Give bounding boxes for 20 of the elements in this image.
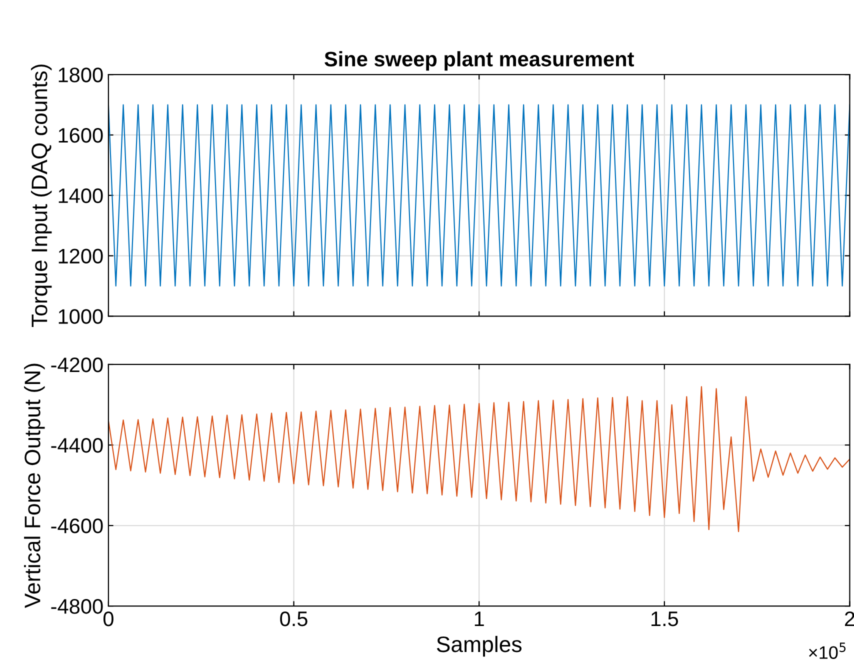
y-tick-label: 1200	[58, 248, 103, 264]
text: ×10$^{5}$	[809, 642, 846, 659]
y-tick-label: 1000	[58, 309, 103, 324]
line-series	[108, 386, 850, 532]
x-tick-label: 2	[844, 611, 854, 626]
x-axis-title: Samples	[436, 636, 522, 657]
y-tick-label: 1600	[58, 128, 103, 143]
x-tick-label: 0.5	[280, 611, 308, 626]
y-axis-title: Vertical Force Output (N)	[24, 364, 45, 608]
y-axis-title: Torque Input (DAQ counts)	[30, 64, 52, 328]
y-tick-label: -4200	[51, 357, 103, 372]
chart-title: Sine sweep plant measurement	[324, 51, 634, 71]
y-tick-label: -4600	[51, 518, 103, 534]
x-tick-label: 0	[103, 611, 114, 626]
x-tick-label: 1.5	[652, 612, 678, 626]
y-tick-label: 1400	[58, 188, 103, 204]
x-tick-label: 1	[474, 612, 484, 626]
y-tick-label: -4800	[51, 599, 103, 614]
y-tick-label: -4400	[51, 438, 103, 453]
y-tick-label: 1800	[58, 68, 103, 82]
